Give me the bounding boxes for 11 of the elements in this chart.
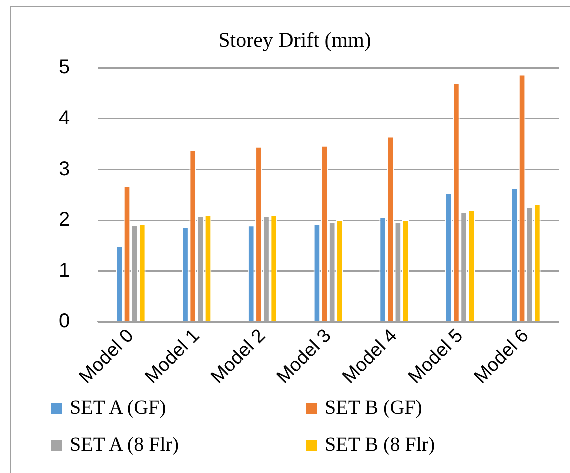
y-tick-label: 4 xyxy=(59,107,70,130)
legend-label: SET B (GF) xyxy=(325,397,422,420)
legend-label: SET A (8 Flr) xyxy=(70,434,180,457)
y-tick-label: 2 xyxy=(59,209,70,232)
y-tick-label: 5 xyxy=(59,56,70,79)
y-tick-label: 3 xyxy=(59,158,70,180)
legend-label: SET B (8 Flr) xyxy=(325,434,436,457)
y-tick-label: 0 xyxy=(59,310,70,333)
y-tick-label: 1 xyxy=(59,260,70,282)
legend-label: SET A (GF) xyxy=(70,397,166,420)
chart-title: Storey Drift (mm) xyxy=(218,28,372,52)
